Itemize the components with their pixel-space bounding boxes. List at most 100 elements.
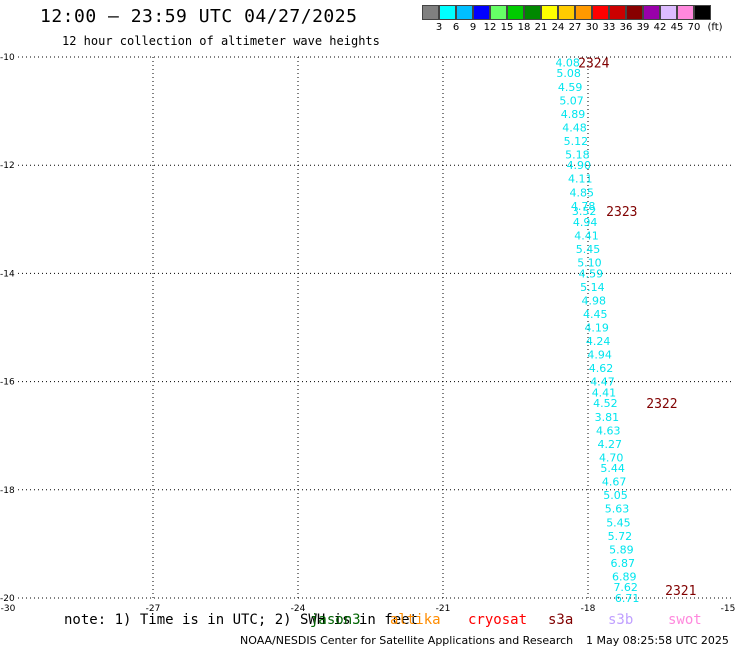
wave-height-value: 4.41 [592, 386, 617, 399]
wave-height-value: 4.67 [602, 476, 627, 489]
scale-label: 42 [653, 22, 667, 33]
wave-height-value: 5.05 [603, 489, 628, 502]
wave-height-value: 4.47 [590, 376, 615, 389]
x-tick-label: -27 [146, 604, 161, 614]
scale-swatch [660, 5, 677, 20]
scale-swatch [558, 5, 575, 20]
wave-height-value: 5.12 [564, 135, 589, 148]
scale-swatch [507, 5, 524, 20]
pass-number-label: 2322 [646, 397, 677, 412]
wave-height-value: 4.19 [584, 322, 609, 335]
wave-height-value: 6.71 [615, 592, 640, 605]
axis-tick-labels: -30 -27 -24 -21 -18 -15 -10 -12 -14 -16 -18 -20 [0, 53, 735, 614]
scale-label: 18 [517, 22, 531, 33]
y-tick-label: -12 [0, 161, 15, 171]
y-tick-label: -10 [0, 53, 15, 63]
wave-height-value: 5.08 [556, 67, 581, 80]
wave-height-value: 6.87 [611, 557, 636, 570]
wave-height-value: 3.52 [572, 205, 597, 218]
wave-height-value: 4.90 [567, 159, 592, 172]
satellite-legend-item: swot [668, 612, 702, 628]
wave-height-value: 7.62 [613, 581, 638, 594]
wave-height-value: 5.63 [605, 503, 630, 516]
wave-height-value: 5.18 [565, 148, 590, 161]
scale-swatch [456, 5, 473, 20]
footer-note: note: 1) Time is in UTC; 2) SWH is in fe… [64, 612, 419, 628]
scale-swatch [592, 5, 609, 20]
scale-swatch [677, 5, 694, 20]
y-tick-label: -14 [0, 269, 15, 279]
pass-number-label: 2324 [578, 56, 609, 71]
satellite-legend-item: s3b [608, 612, 634, 628]
scale-swatch [524, 5, 541, 20]
wave-height-value: 4.48 [562, 121, 587, 134]
scale-swatch [609, 5, 626, 20]
wave-height-color-scale [422, 5, 711, 20]
wave-height-value: 5.45 [576, 243, 601, 256]
scale-swatch [422, 5, 439, 20]
pass-labels: 2324 2323 2322 2321 [578, 56, 696, 598]
scale-label: 12 [483, 22, 497, 33]
scale-label: 45 [670, 22, 684, 33]
scale-label: 27 [568, 22, 582, 33]
scale-label: 3 [435, 22, 443, 33]
wave-height-value: 4.94 [587, 349, 612, 362]
wave-height-value: 6.89 [612, 570, 637, 583]
scale-swatch [643, 5, 660, 20]
wave-height-value: 4.41 [574, 230, 599, 243]
scale-label: 24 [551, 22, 565, 33]
wave-height-value: 5.44 [600, 462, 625, 475]
wave-height-value: 4.59 [579, 267, 604, 280]
wave-height-value: 4.94 [573, 216, 598, 229]
scale-label: 70 [687, 22, 701, 33]
scale-label: 21 [534, 22, 548, 33]
pass-number-label: 2323 [606, 205, 637, 220]
satellite-legend-item: altika [390, 612, 441, 628]
wave-height-value: 4.70 [599, 451, 624, 464]
generation-timestamp: 1 May 08:25:58 UTC 2025 [586, 634, 729, 647]
wave-height-value: 5.72 [608, 530, 633, 543]
satellite-legend-item: s3a [548, 612, 574, 628]
wave-height-value: 4.52 [593, 397, 618, 410]
x-tick-label: -21 [436, 604, 451, 614]
scale-swatch [626, 5, 643, 20]
wave-height-value: 4.78 [571, 200, 596, 213]
wave-height-value: 4.24 [586, 335, 611, 348]
scale-label: 33 [602, 22, 616, 33]
wave-height-value: 4.45 [583, 308, 608, 321]
y-tick-label: -20 [0, 594, 15, 604]
map-subtitle: 12 hour collection of altimeter wave hei… [62, 34, 380, 48]
wave-height-value: 3.81 [595, 411, 620, 424]
satellite-legend-item: cryosat [468, 612, 528, 628]
scale-swatch [575, 5, 592, 20]
scale-label: 39 [636, 22, 650, 33]
scale-label: (ft) [707, 22, 723, 33]
wave-height-value: 5.45 [606, 516, 631, 529]
scale-label: 30 [585, 22, 599, 33]
y-tick-label: -16 [0, 378, 15, 388]
wave-height-value: 4.11 [568, 173, 593, 186]
scale-label: 9 [469, 22, 477, 33]
scale-swatch [490, 5, 507, 20]
map-title: 12:00 – 23:59 UTC 04/27/2025 [40, 6, 358, 27]
color-scale-labels: 3 6 9 12 15 18 21 24 27 30 33 36 39 42 45 70 (ft) [422, 22, 740, 34]
observation-values: 4.085.084.595.074.894.485.125.184.904.11… [555, 56, 639, 605]
wave-height-value: 5.10 [577, 257, 602, 270]
wave-height-value: 4.63 [596, 424, 621, 437]
wave-height-value: 5.07 [559, 94, 584, 107]
x-tick-label: -15 [721, 604, 736, 614]
wave-height-value: 4.08 [555, 56, 580, 69]
scale-swatch [439, 5, 456, 20]
wave-height-value: 4.98 [582, 294, 607, 307]
wave-height-value: 4.89 [561, 108, 586, 121]
scale-label: 6 [452, 22, 460, 33]
scale-label: 15 [500, 22, 514, 33]
satellite-legend-item: jason3 [310, 612, 361, 628]
x-tick-label: -24 [291, 604, 306, 614]
y-tick-label: -18 [0, 486, 15, 496]
wave-height-value: 4.27 [598, 438, 623, 451]
wave-height-value: 4.59 [558, 81, 583, 94]
wave-height-value: 4.62 [589, 362, 614, 375]
x-tick-label: -30 [1, 604, 16, 614]
